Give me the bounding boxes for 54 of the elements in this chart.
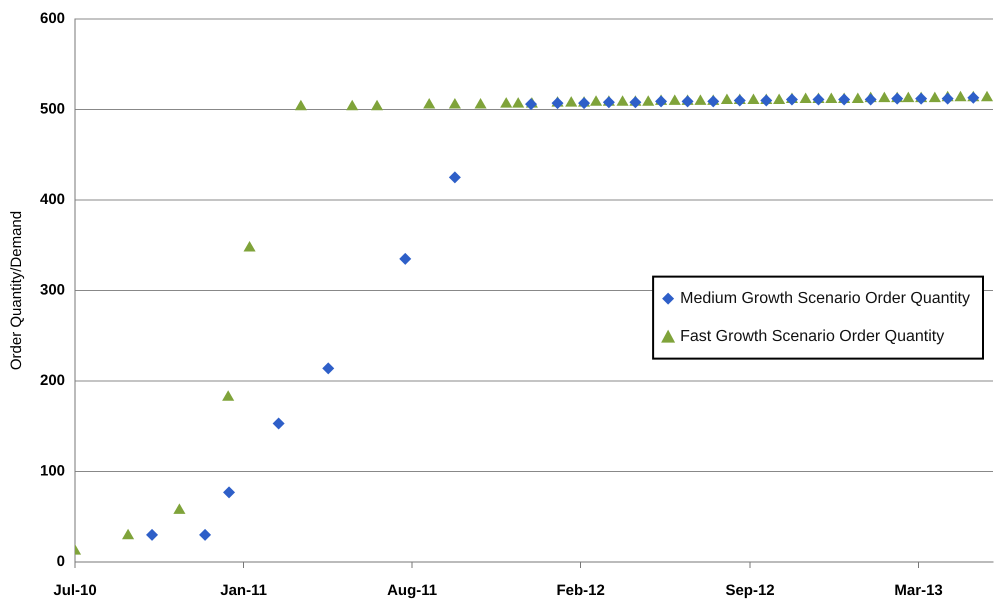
point — [773, 93, 786, 104]
point — [852, 92, 864, 104]
point — [294, 100, 307, 110]
y-tick-label: 600 — [40, 10, 66, 28]
point — [878, 92, 890, 102]
point — [642, 95, 654, 106]
point — [760, 94, 772, 106]
y-tick-label: 200 — [40, 372, 66, 390]
legend-label: Fast Growth Scenario Order Quantity — [680, 328, 944, 346]
point — [694, 94, 706, 105]
y-axis-title: Order Quantity/Demand — [8, 210, 26, 370]
point — [370, 100, 384, 110]
x-tick-label: Jul-10 — [53, 582, 97, 600]
y-tick-label: 500 — [40, 100, 66, 118]
point — [122, 528, 134, 540]
y-tick-label: 300 — [40, 282, 66, 299]
x-tick-label: Feb-12 — [556, 582, 605, 600]
point — [565, 96, 578, 107]
point — [734, 94, 746, 106]
point — [616, 95, 629, 106]
point — [954, 90, 967, 102]
point — [448, 171, 461, 184]
point — [223, 486, 236, 498]
y-tick-label: 400 — [40, 191, 66, 208]
legend-label: Medium Growth Scenario Order Quantity — [680, 290, 970, 308]
point — [512, 97, 524, 108]
point — [800, 92, 812, 104]
point — [423, 98, 436, 108]
x-tick-label: Mar-13 — [894, 582, 943, 600]
point — [346, 100, 358, 110]
x-tick-label: Jan-11 — [220, 582, 267, 600]
x-tick-label: Sep-12 — [725, 582, 775, 600]
point — [199, 528, 212, 541]
y-tick-label: 100 — [40, 462, 66, 480]
point — [590, 95, 602, 106]
point — [399, 252, 412, 265]
x-tick-label: Aug-11 — [387, 582, 438, 600]
point — [720, 93, 733, 104]
point — [500, 97, 512, 108]
point — [474, 98, 487, 108]
point — [243, 240, 256, 252]
point — [272, 418, 285, 430]
point — [146, 528, 158, 541]
point — [980, 90, 993, 102]
point — [173, 503, 186, 514]
point — [322, 362, 334, 374]
point — [668, 94, 681, 105]
point — [222, 390, 234, 401]
point — [747, 93, 760, 104]
point — [928, 92, 941, 102]
point — [448, 98, 461, 108]
point — [902, 92, 914, 102]
y-tick-label: 0 — [56, 553, 66, 570]
point — [825, 92, 838, 104]
